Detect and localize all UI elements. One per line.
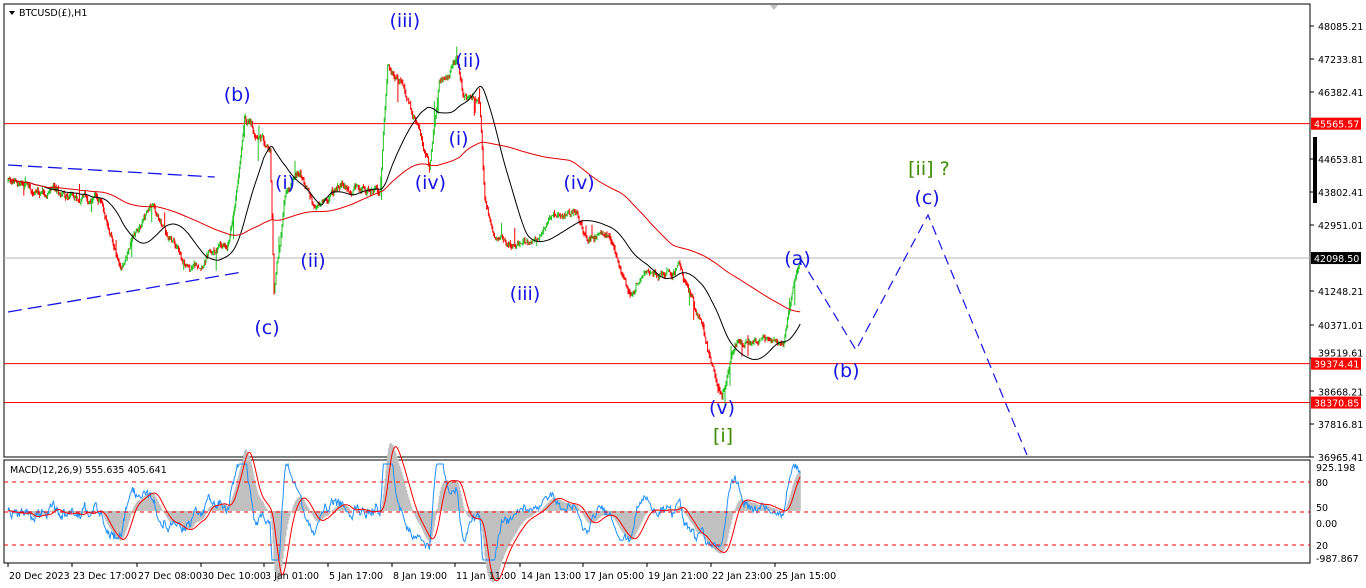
- macd-axis-label: 0.00: [1316, 519, 1337, 530]
- level-price-tag: [1311, 357, 1361, 370]
- price-axis-label: 48085.21: [1318, 22, 1363, 33]
- wave-label[interactable]: (ii): [300, 250, 325, 272]
- level-price-tag: [1311, 396, 1361, 409]
- price-axis-label: 42951.01: [1318, 221, 1363, 232]
- time-axis-label: 17 Jan 05:00: [584, 571, 644, 582]
- chart-shift-marker[interactable]: [770, 5, 778, 10]
- current-price-tag-text: 42098.50: [1314, 254, 1359, 265]
- price-scale-scroll-marker[interactable]: [1313, 137, 1317, 203]
- wave-label[interactable]: (iii): [389, 10, 420, 32]
- macd-axis-label: -987.867: [1316, 554, 1359, 565]
- price-axis-label: 47233.81: [1318, 55, 1363, 66]
- main-chart-frame: [3, 3, 1311, 458]
- wave-label[interactable]: (ii): [455, 50, 480, 72]
- wave-label[interactable]: (iv): [563, 172, 594, 194]
- moving-average-fast: [7, 85, 801, 360]
- macd-axis-label: 80: [1316, 478, 1328, 489]
- wave-label[interactable]: (b): [224, 84, 251, 106]
- price-axis-label: 36965.41: [1318, 453, 1363, 464]
- time-axis-label: 23 Dec 17:00: [73, 571, 137, 582]
- time-axis-label: 14 Jan 13:00: [521, 571, 581, 582]
- time-axis-label: 20 Dec 2023: [9, 571, 70, 582]
- chart-title: BTCUSD(£),H1: [19, 8, 87, 19]
- current-price-tag: [1311, 252, 1361, 265]
- price-axis-label: 40371.01: [1318, 321, 1363, 332]
- time-axis-label: 22 Jan 23:00: [712, 571, 772, 582]
- level-price-tag-text: 38370.85: [1314, 399, 1359, 410]
- wave-label[interactable]: (iii): [510, 283, 541, 305]
- wave-label[interactable]: (i): [275, 172, 295, 194]
- symbol-menu-dropdown-icon[interactable]: [9, 11, 15, 15]
- price-axis-label: 43802.41: [1318, 188, 1363, 199]
- time-axis-label: 3 Jan 01:00: [265, 571, 319, 582]
- level-price-tag: [1311, 117, 1361, 130]
- wave-label[interactable]: (i): [448, 128, 468, 150]
- wave-label[interactable]: [ii] ?: [908, 158, 950, 180]
- price-axis-label: 37816.81: [1318, 420, 1363, 431]
- time-axis-label: 27 Dec 08:00: [138, 571, 202, 582]
- macd-axis-label: 20: [1316, 541, 1328, 552]
- macd-header: MACD(12,26,9) 555.635 405.641: [10, 465, 167, 476]
- time-axis-label: 11 Jan 11:00: [456, 571, 516, 582]
- price-axis-label: 46382.41: [1318, 88, 1363, 99]
- time-axis-label: 8 Jan 19:00: [393, 571, 447, 582]
- wave-label[interactable]: (a): [784, 248, 810, 270]
- level-price-tag-text: 45565.57: [1314, 120, 1359, 131]
- wave-label[interactable]: (c): [254, 317, 279, 339]
- price-axis-label: 41248.21: [1318, 287, 1363, 298]
- price-axis-label: 39519.61: [1318, 349, 1363, 360]
- trendline[interactable]: [7, 164, 215, 178]
- price-axis-label: 44653.81: [1318, 155, 1363, 166]
- macd-fast-line: [7, 462, 801, 561]
- wave-label[interactable]: (v): [709, 397, 735, 419]
- price-axis-label: 38668.21: [1318, 388, 1363, 399]
- time-axis-label: 25 Jan 15:00: [776, 571, 836, 582]
- wave-label[interactable]: (iv): [415, 172, 446, 194]
- time-axis-label: 5 Jan 17:00: [329, 571, 383, 582]
- macd-axis-label: 50: [1316, 503, 1328, 514]
- moving-average-slow: [7, 141, 801, 313]
- wave-label[interactable]: (c): [914, 187, 939, 209]
- macd-axis-label: 925.198: [1316, 463, 1355, 474]
- time-axis-label: 19 Jan 21:00: [648, 571, 708, 582]
- wave-label[interactable]: [i]: [713, 425, 733, 447]
- level-price-tag-text: 39374.41: [1314, 360, 1359, 371]
- time-axis-label: 30 Dec 10:00: [202, 571, 266, 582]
- wave-label[interactable]: (b): [833, 360, 860, 382]
- wave-projection-path[interactable]: [799, 213, 1028, 456]
